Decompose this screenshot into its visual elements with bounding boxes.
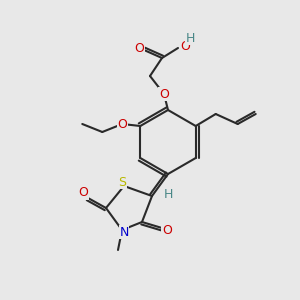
Text: O: O: [159, 88, 169, 100]
Text: O: O: [134, 41, 144, 55]
Text: N: N: [119, 226, 129, 238]
Text: O: O: [162, 224, 172, 236]
Text: S: S: [118, 176, 126, 188]
Text: H: H: [185, 32, 195, 44]
Text: O: O: [78, 187, 88, 200]
Text: O: O: [180, 40, 190, 53]
Text: O: O: [117, 118, 127, 130]
Text: H: H: [163, 188, 173, 200]
